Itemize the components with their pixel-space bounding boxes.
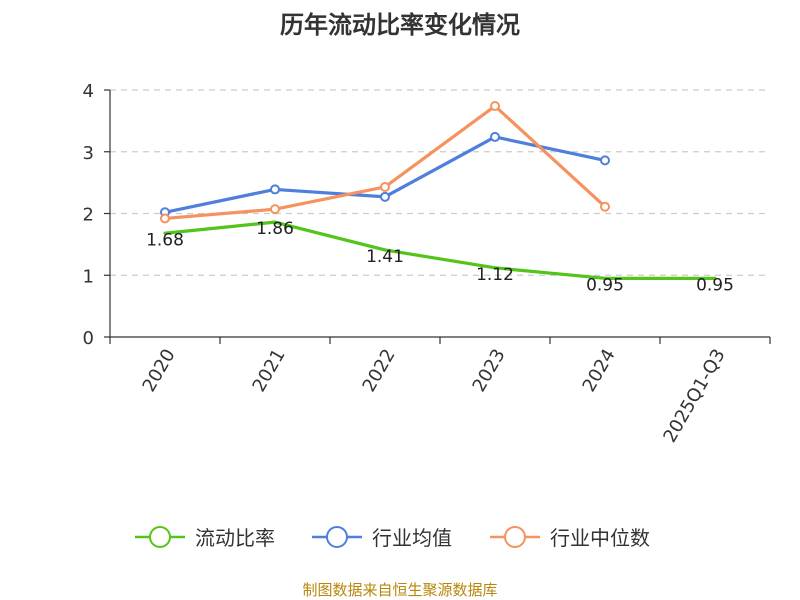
y-tick-label: 1 [83, 266, 94, 287]
data-point [600, 155, 610, 166]
legend-marker [504, 526, 526, 548]
legend-item[interactable]: 流动比率 [135, 526, 275, 550]
x-tick-label: 2022 [359, 346, 400, 396]
legend: 流动比率 行业均值 行业中位数 [135, 526, 650, 550]
grid [110, 89, 770, 276]
data-point [380, 191, 390, 202]
x-tick-label: 2024 [579, 346, 620, 396]
data-labels: 1.68 1.86 1.41 1.12 0.95 0.95 [146, 219, 734, 295]
legend-label: 行业均值 [372, 526, 452, 550]
data-point [273, 220, 277, 224]
x-tick-label: 2021 [249, 346, 290, 396]
data-point [270, 204, 280, 215]
x-tick-label: 2023 [469, 346, 510, 396]
data-point [270, 184, 280, 195]
y-tick-label: 3 [83, 143, 94, 164]
data-label: 1.86 [256, 219, 294, 239]
data-point [383, 248, 387, 252]
y-tick-label: 4 [83, 81, 94, 102]
series-line [164, 220, 715, 280]
data-point [490, 101, 500, 112]
axes: 0 1 2 3 4 2020 2021 2022 2023 2024 2025Q1-Q3 [83, 81, 771, 447]
legend-label: 流动比率 [195, 526, 275, 550]
data-point [380, 181, 390, 192]
legend-marker [326, 526, 348, 548]
legend-item[interactable]: 行业均值 [312, 526, 452, 550]
data-label: 1.41 [366, 247, 404, 267]
chart-title: 历年流动比率变化情况 [280, 11, 520, 39]
series [160, 101, 717, 280]
data-point [603, 276, 607, 280]
data-label: 0.95 [696, 275, 734, 295]
data-label: 0.95 [586, 275, 624, 295]
data-point [600, 201, 610, 212]
legend-item[interactable]: 行业中位数 [490, 526, 650, 550]
data-label: 1.12 [476, 265, 514, 285]
data-point [163, 231, 167, 235]
source-note: 制图数据来自恒生聚源数据库 [302, 581, 497, 599]
y-tick-label: 0 [83, 328, 94, 349]
y-tick-label: 2 [83, 205, 94, 226]
legend-label: 行业中位数 [550, 526, 650, 550]
data-point [160, 213, 170, 224]
data-label: 1.68 [146, 230, 184, 250]
legend-marker [149, 526, 171, 548]
data-point [490, 131, 500, 142]
data-point [493, 266, 497, 270]
x-tick-label: 2020 [139, 346, 180, 396]
data-point [713, 276, 717, 280]
x-tick-label: 2025Q1-Q3 [659, 346, 729, 447]
